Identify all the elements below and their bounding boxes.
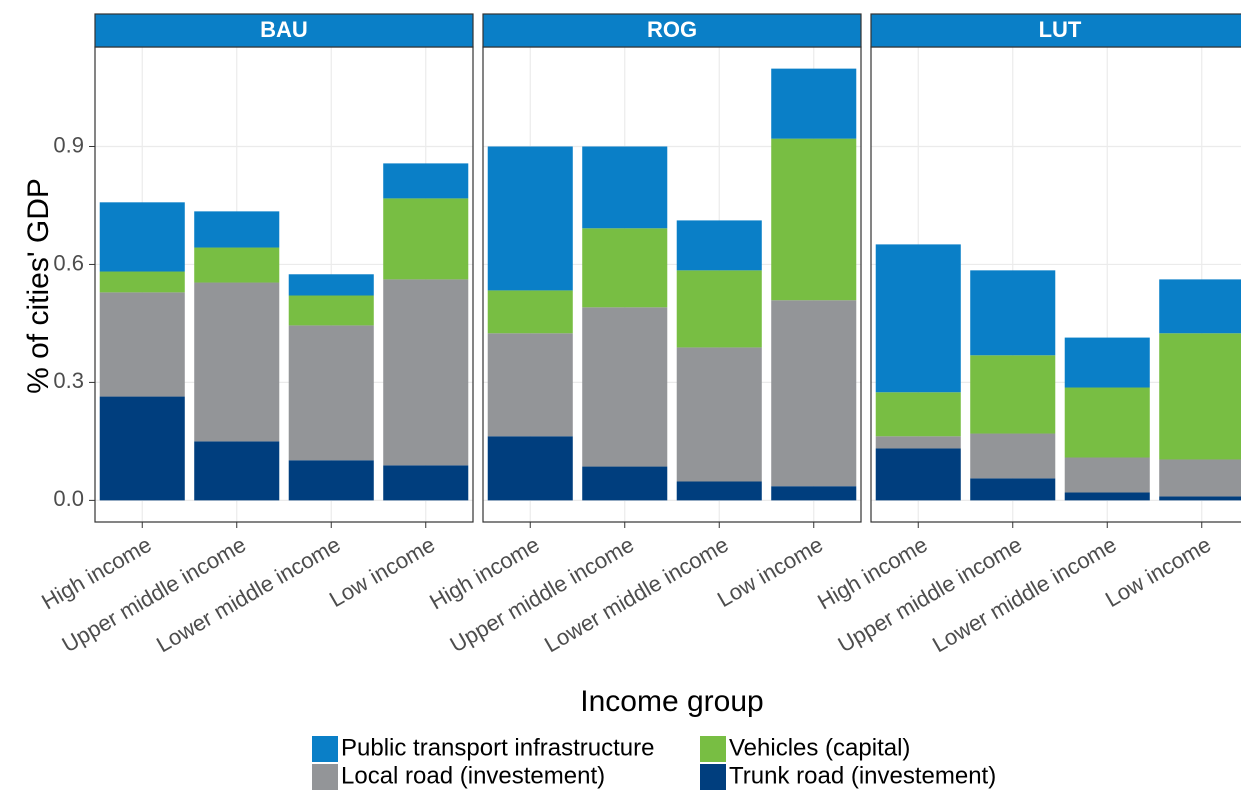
facet-title: LUT <box>1039 17 1082 42</box>
bar-segment <box>676 347 762 482</box>
bar-segment <box>875 244 961 393</box>
bar-segment <box>99 202 185 272</box>
bar-segment <box>1159 496 1241 501</box>
bar-segment <box>875 448 961 501</box>
legend-key <box>700 764 726 790</box>
legend-label: Trunk road (investement) <box>729 762 996 789</box>
bar-segment <box>875 392 961 437</box>
bar-segment <box>970 433 1056 479</box>
bar-segment <box>1064 337 1150 388</box>
facet-strip <box>870 13 1241 48</box>
y-tick-label: 0.0 <box>53 486 84 511</box>
bar-segment <box>970 270 1056 356</box>
bar-segment <box>487 436 573 501</box>
bar-segment <box>582 146 668 229</box>
bar-segment <box>582 307 668 467</box>
facet-title: BAU <box>260 17 308 42</box>
bar-segment <box>676 220 762 271</box>
legend-key <box>312 736 338 762</box>
bar-segment <box>1159 333 1241 460</box>
bar-segment <box>1159 459 1241 497</box>
bar-segment <box>1159 279 1241 334</box>
bar-segment <box>288 274 374 296</box>
bar-segment <box>970 478 1056 501</box>
bar-segment <box>875 436 961 449</box>
legend-key <box>700 736 726 762</box>
bar-segment <box>487 333 573 437</box>
x-tick-label: Low income <box>1101 532 1215 612</box>
bar-segment <box>99 396 185 501</box>
facet-strip <box>482 13 862 48</box>
y-tick-label: 0.6 <box>53 250 84 275</box>
bar-segment <box>771 138 857 301</box>
y-axis-label: % of cities' GDP <box>22 178 55 394</box>
x-tick-label: Low income <box>325 532 439 612</box>
bar-segment <box>383 465 469 501</box>
bar-segment <box>99 271 185 293</box>
bar-segment <box>194 282 280 442</box>
bar-segment <box>288 325 374 461</box>
legend-label: Public transport infrastructure <box>341 734 654 761</box>
bar-segment <box>1064 387 1150 458</box>
legend-label: Vehicles (capital) <box>729 734 910 761</box>
bar-segment <box>1064 457 1150 493</box>
bar-segment <box>194 247 280 283</box>
bar-segment <box>771 486 857 501</box>
bar-segment <box>582 466 668 501</box>
bar-segment <box>487 290 573 334</box>
bar-segment <box>383 279 469 466</box>
bar-segment <box>1064 492 1150 501</box>
bar-segment <box>487 146 573 291</box>
x-axis-label: Income group <box>580 685 763 718</box>
bar-segment <box>582 228 668 308</box>
bar-segment <box>676 270 762 348</box>
legend-key <box>312 764 338 790</box>
facet-strip <box>94 13 474 48</box>
bar-segment <box>970 355 1056 434</box>
bar-segment <box>288 460 374 501</box>
bar-segment <box>288 295 374 326</box>
legend-label: Local road (investement) <box>341 762 605 789</box>
bar-segment <box>383 163 469 199</box>
bar-segment <box>383 198 469 280</box>
y-tick-label: 0.9 <box>53 132 84 157</box>
bar-segment <box>99 292 185 397</box>
bar-segment <box>194 211 280 248</box>
facet-title: ROG <box>647 17 697 42</box>
x-tick-label: Low income <box>713 532 827 612</box>
bar-segment <box>771 68 857 139</box>
bar-segment <box>676 481 762 501</box>
bar-segment <box>771 300 857 487</box>
y-tick-label: 0.3 <box>53 368 84 393</box>
bar-segment <box>194 441 280 501</box>
